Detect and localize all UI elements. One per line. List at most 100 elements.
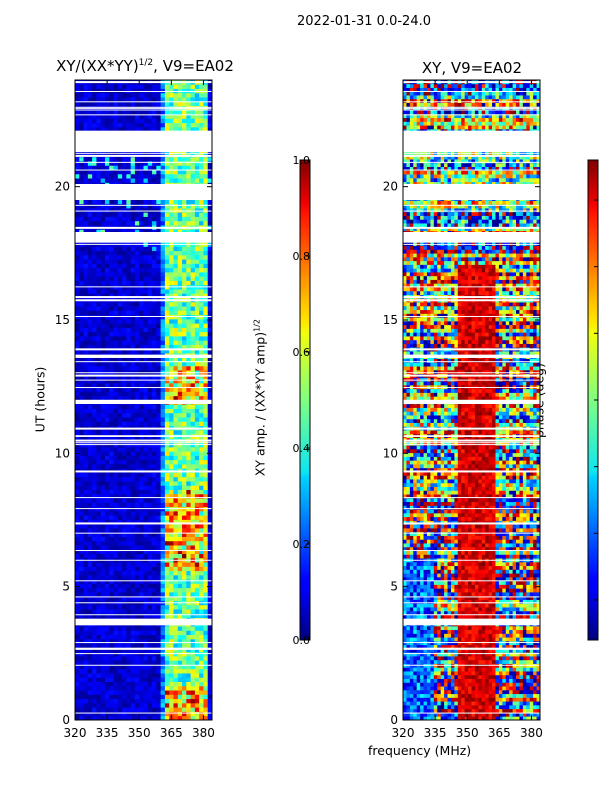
amp-cell	[190, 609, 196, 614]
amp-cell	[177, 455, 183, 461]
amp-cell	[87, 92, 93, 98]
amp-cell	[104, 246, 110, 252]
amp-cell	[113, 101, 119, 106]
amp-cell	[182, 229, 187, 234]
amp-cell	[156, 323, 162, 328]
amp-cell	[147, 451, 153, 456]
amp-cell	[113, 570, 119, 576]
amp-cell	[87, 374, 93, 380]
amp-cell	[117, 604, 123, 610]
amp-cell	[83, 250, 89, 256]
phase-cell	[509, 712, 514, 717]
amp-cell	[190, 566, 196, 572]
amp-cell	[87, 592, 93, 597]
amp-cell	[113, 97, 119, 102]
amp-cell	[186, 532, 192, 537]
amp-cell	[156, 528, 162, 533]
amp-cell	[109, 694, 115, 700]
amp-cell	[173, 613, 179, 618]
amp-cell	[177, 498, 183, 503]
amp-cell	[117, 378, 123, 384]
amp-cell	[147, 634, 153, 640]
amp-cell	[139, 344, 145, 350]
amp-cell	[182, 88, 187, 94]
amp-cell	[186, 246, 192, 252]
amp-cell	[122, 340, 127, 345]
amp-cell	[83, 336, 89, 341]
amp-cell	[117, 711, 123, 717]
amp-cell	[75, 562, 80, 567]
amp-cell	[79, 698, 85, 704]
amp-cell	[164, 553, 170, 559]
amp-cell	[113, 685, 119, 691]
amp-cell	[147, 263, 153, 269]
amp-cell	[182, 677, 187, 682]
amp-cell	[207, 498, 212, 503]
phase-cell	[447, 712, 452, 717]
amp-cell	[173, 523, 179, 529]
amp-cell	[203, 545, 209, 550]
amp-cell	[92, 562, 98, 567]
amp-cell	[87, 485, 93, 490]
amp-cell	[122, 528, 127, 533]
amp-cell	[109, 336, 115, 341]
amp-cell	[100, 152, 106, 158]
amp-cell	[173, 604, 179, 610]
amp-cell	[104, 459, 110, 465]
amp-cell	[186, 272, 192, 277]
amp-cell	[130, 361, 136, 367]
amp-cell	[117, 173, 123, 179]
amp-cell	[147, 455, 153, 461]
amp-cell	[182, 357, 187, 362]
amp-cell	[160, 711, 166, 717]
amp-cell	[79, 549, 85, 554]
amp-cell	[126, 673, 132, 678]
amp-cell	[134, 464, 140, 469]
amp-cell	[164, 570, 170, 576]
amp-cell	[79, 493, 85, 499]
amp-cell	[134, 88, 140, 94]
amp-cell	[194, 293, 200, 298]
amp-cell	[92, 579, 98, 584]
amp-cell	[207, 540, 212, 546]
amp-cell	[164, 417, 170, 422]
amp-cell	[143, 88, 149, 94]
amp-cell	[126, 331, 132, 337]
amp-cell	[182, 459, 187, 465]
amp-cell	[83, 481, 89, 486]
amp-cell	[169, 101, 175, 106]
amp-cell	[164, 545, 170, 550]
amp-cell	[100, 562, 106, 567]
amp-cell	[79, 208, 85, 213]
amp-cell	[100, 485, 106, 490]
amp-cell	[199, 673, 205, 678]
amp-cell	[104, 412, 110, 418]
amp-cell	[126, 455, 132, 461]
amp-cell	[126, 596, 132, 601]
amp-cell	[173, 579, 179, 584]
amp-cell	[134, 365, 140, 371]
amp-cell	[199, 643, 205, 648]
amp-cell	[83, 566, 89, 572]
amp-cell	[152, 613, 157, 618]
amp-cell	[130, 464, 136, 469]
amp-cell	[160, 446, 166, 452]
amp-cell	[156, 707, 162, 712]
amp-cell	[173, 318, 179, 324]
amp-cell	[122, 536, 127, 542]
amp-cell	[186, 464, 192, 469]
amp-cell	[203, 626, 209, 631]
amp-cell	[139, 88, 145, 94]
amp-cell	[182, 109, 187, 115]
amp-cell	[79, 361, 85, 367]
amp-cell	[122, 165, 127, 170]
amp-cell	[113, 250, 119, 256]
amp-cell	[207, 528, 212, 533]
amp-cell	[186, 310, 192, 316]
amp-cell	[164, 357, 170, 362]
amp-cell	[83, 272, 89, 277]
amp-cell	[152, 685, 157, 691]
amp-cell	[156, 412, 162, 418]
amp-cell	[156, 613, 162, 618]
amp-cell	[79, 382, 85, 388]
